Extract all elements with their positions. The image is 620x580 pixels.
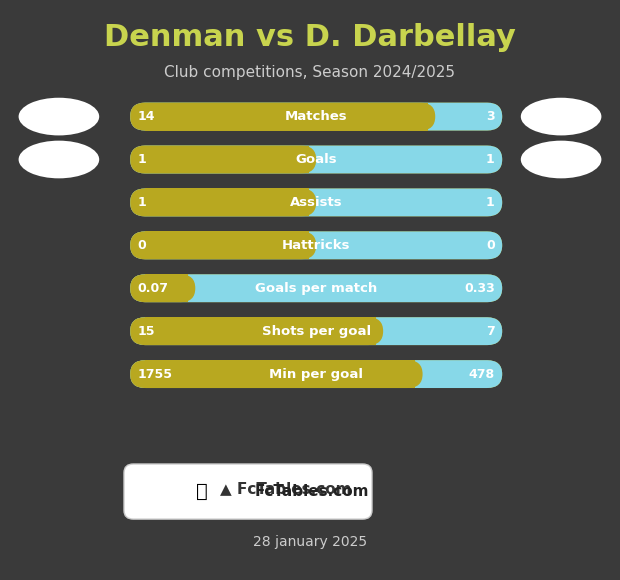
- Text: 1: 1: [138, 153, 146, 166]
- FancyBboxPatch shape: [124, 464, 372, 519]
- Text: 28 january 2025: 28 january 2025: [253, 535, 367, 549]
- Text: 478: 478: [469, 368, 495, 380]
- FancyBboxPatch shape: [130, 360, 502, 388]
- Text: 0: 0: [486, 239, 495, 252]
- FancyBboxPatch shape: [130, 317, 502, 345]
- Text: ▲ FcTables.com: ▲ FcTables.com: [220, 481, 352, 496]
- Text: 0.33: 0.33: [464, 282, 495, 295]
- FancyBboxPatch shape: [130, 188, 316, 216]
- FancyBboxPatch shape: [130, 274, 195, 302]
- Text: 14: 14: [138, 110, 155, 123]
- Ellipse shape: [19, 97, 99, 136]
- FancyBboxPatch shape: [130, 317, 383, 345]
- Text: Assists: Assists: [290, 196, 342, 209]
- Bar: [145, 103, 428, 130]
- Text: Goals: Goals: [295, 153, 337, 166]
- Text: 1: 1: [138, 196, 146, 209]
- Ellipse shape: [19, 140, 99, 179]
- Text: Shots per goal: Shots per goal: [262, 325, 371, 338]
- Text: 15: 15: [138, 325, 155, 338]
- FancyBboxPatch shape: [130, 274, 502, 302]
- Ellipse shape: [521, 97, 601, 136]
- FancyBboxPatch shape: [130, 360, 502, 388]
- Text: 0: 0: [138, 239, 146, 252]
- Bar: [145, 231, 309, 259]
- FancyBboxPatch shape: [130, 103, 502, 130]
- Text: 0.07: 0.07: [138, 282, 169, 295]
- Text: Min per goal: Min per goal: [269, 368, 363, 380]
- FancyBboxPatch shape: [130, 231, 316, 259]
- FancyBboxPatch shape: [130, 103, 502, 130]
- Text: 📊: 📊: [196, 482, 207, 501]
- Text: 7: 7: [486, 325, 495, 338]
- FancyBboxPatch shape: [130, 231, 502, 259]
- Text: Denman vs D. Darbellay: Denman vs D. Darbellay: [104, 23, 516, 52]
- Ellipse shape: [521, 140, 601, 179]
- Text: Club competitions, Season 2024/2025: Club competitions, Season 2024/2025: [164, 65, 456, 80]
- Bar: [145, 274, 188, 302]
- Bar: [145, 360, 415, 388]
- Text: 1: 1: [486, 196, 495, 209]
- FancyBboxPatch shape: [130, 146, 316, 173]
- FancyBboxPatch shape: [130, 274, 502, 302]
- FancyBboxPatch shape: [130, 146, 502, 173]
- Bar: [145, 188, 309, 216]
- FancyBboxPatch shape: [130, 146, 502, 173]
- Text: Goals per match: Goals per match: [255, 282, 378, 295]
- FancyBboxPatch shape: [130, 360, 423, 388]
- FancyBboxPatch shape: [130, 317, 502, 345]
- Text: Hattricks: Hattricks: [282, 239, 350, 252]
- FancyBboxPatch shape: [130, 188, 502, 216]
- FancyBboxPatch shape: [130, 231, 502, 259]
- Text: 3: 3: [486, 110, 495, 123]
- Bar: [145, 146, 309, 173]
- Text: 1: 1: [486, 153, 495, 166]
- Text: 1755: 1755: [138, 368, 172, 380]
- FancyBboxPatch shape: [130, 103, 435, 130]
- FancyBboxPatch shape: [130, 188, 502, 216]
- Text: Matches: Matches: [285, 110, 348, 123]
- Text: FcTables.com: FcTables.com: [254, 484, 369, 499]
- Bar: [145, 317, 376, 345]
